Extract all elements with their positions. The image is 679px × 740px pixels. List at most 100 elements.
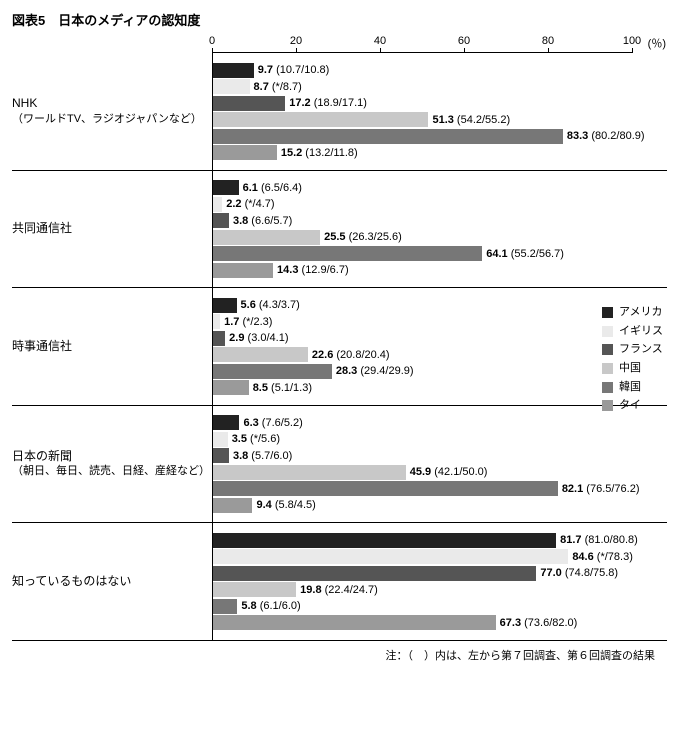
legend: アメリカイギリスフランス中国韓国タイ	[602, 303, 663, 415]
bar-value-label: 51.3 (54.2/55.2)	[432, 114, 510, 126]
bar	[213, 582, 296, 597]
bar-value-label: 77.0 (74.8/75.8)	[540, 567, 618, 579]
bar-row: 9.4 (5.8/4.5)	[213, 498, 632, 513]
chart-group: NHK（ワールドTV、ラジオジャパンなど）9.7 (10.7/10.8)8.7 …	[12, 53, 667, 171]
legend-swatch	[602, 400, 613, 411]
bar-row: 1.7 (*/2.3)	[213, 314, 632, 329]
bar	[213, 615, 496, 630]
chart-container: (％) 020406080100 NHK（ワールドTV、ラジオジャパンなど）9.…	[12, 35, 667, 641]
group-label: 時事通信社	[12, 288, 212, 405]
bar-row: 6.3 (7.6/5.2)	[213, 415, 632, 430]
legend-swatch	[602, 344, 613, 355]
bar	[213, 213, 229, 228]
bar-value-label: 64.1 (55.2/56.7)	[486, 248, 564, 260]
bar-row: 2.9 (3.0/4.1)	[213, 331, 632, 346]
bar-row: 3.5 (*/5.6)	[213, 432, 632, 447]
bar-value-label: 3.8 (6.6/5.7)	[233, 215, 292, 227]
bar-value-label: 84.6 (*/78.3)	[572, 551, 633, 563]
chart-groups: NHK（ワールドTV、ラジオジャパンなど）9.7 (10.7/10.8)8.7 …	[12, 53, 667, 641]
bar-area: 6.3 (7.6/5.2) 3.5 (*/5.6) 3.8 (5.7/6.0) 45.…	[212, 406, 632, 523]
chart-group: 日本の新聞（朝日、毎日、読売、日経、産経など）6.3 (7.6/5.2)3.5 …	[12, 406, 667, 524]
bar-row: 17.2 (18.9/17.1)	[213, 96, 632, 111]
bar-value-label: 15.2 (13.2/11.8)	[281, 147, 358, 159]
bar	[213, 63, 254, 78]
bar-area: 5.6 (4.3/3.7)1.7 (*/2.3) 2.9 (3.0/4.1) 22.…	[212, 288, 632, 405]
bar-row: 8.5 (5.1/1.3)	[213, 380, 632, 395]
bar-value-label: 82.1 (76.5/76.2)	[562, 483, 640, 495]
x-tick-label: 20	[290, 35, 302, 47]
bar	[213, 364, 332, 379]
legend-label: フランス	[619, 340, 663, 359]
bar	[213, 549, 568, 564]
bar-row: 22.6 (20.8/20.4)	[213, 347, 632, 362]
bar	[213, 347, 308, 362]
bar-row: 8.7 (*/8.7)	[213, 79, 632, 94]
legend-item: 中国	[602, 359, 663, 378]
legend-item: アメリカ	[602, 303, 663, 322]
bar-value-label: 6.1 (6.5/6.4)	[243, 182, 302, 194]
x-tick-label: 80	[542, 35, 554, 47]
x-axis-unit: (％)	[648, 35, 666, 51]
bar-value-label: 6.3 (7.6/5.2)	[243, 417, 302, 429]
legend-swatch	[602, 307, 613, 318]
bar-value-label: 25.5 (26.3/25.6)	[324, 231, 402, 243]
bar	[213, 599, 237, 614]
bar-value-label: 28.3 (29.4/29.9)	[336, 365, 414, 377]
bar-row: 67.3 (73.6/82.0)	[213, 615, 632, 630]
legend-label: イギリス	[619, 322, 663, 341]
bar-value-label: 17.2 (18.9/17.1)	[289, 97, 367, 109]
x-axis: (％) 020406080100	[212, 35, 632, 53]
bar-area: 81.7 (81.0/80.8) 84.6 (*/78.3) 77.0 (74.8/…	[212, 523, 632, 640]
chart-title: 図表5 日本のメディアの認知度	[12, 10, 667, 29]
legend-item: フランス	[602, 340, 663, 359]
bar	[213, 498, 252, 513]
bar	[213, 533, 556, 548]
legend-label: アメリカ	[619, 303, 662, 322]
bar	[213, 415, 239, 430]
bar-area: 9.7 (10.7/10.8)8.7 (*/8.7)17.2 (18.9/17.…	[212, 53, 632, 170]
bar-row: 28.3 (29.4/29.9)	[213, 364, 632, 379]
bar	[213, 314, 220, 329]
bar-value-label: 19.8 (22.4/24.7)	[300, 584, 378, 596]
chart-group: 時事通信社5.6 (4.3/3.7)1.7 (*/2.3) 2.9 (3.0/4.…	[12, 288, 667, 406]
bar-value-label: 45.9 (42.1/50.0)	[410, 466, 488, 478]
legend-swatch	[602, 363, 613, 374]
bar-value-label: 9.4 (5.8/4.5)	[256, 499, 315, 511]
legend-label: タイ	[619, 396, 641, 415]
legend-swatch	[602, 326, 613, 337]
x-tick-label: 40	[374, 35, 386, 47]
bar	[213, 197, 222, 212]
bar-value-label: 8.7 (*/8.7)	[254, 81, 302, 93]
bar-value-label: 2.2 (*/4.7)	[226, 198, 274, 210]
bar-value-label: 14.3 (12.9/6.7)	[277, 264, 349, 276]
bar-area: 6.1 (6.5/6.4) 2.2 (*/4.7) 3.8 (6.6/5.7) 25.…	[212, 171, 632, 288]
bar-row: 64.1 (55.2/56.7)	[213, 246, 632, 261]
bar-row: 45.9 (42.1/50.0)	[213, 465, 632, 480]
bar	[213, 230, 320, 245]
bar	[213, 112, 428, 127]
bar-value-label: 2.9 (3.0/4.1)	[229, 332, 288, 344]
x-tick-label: 60	[458, 35, 470, 47]
bar-row: 2.2 (*/4.7)	[213, 197, 632, 212]
bar-row: 5.6 (4.3/3.7)	[213, 298, 632, 313]
bar-row: 25.5 (26.3/25.6)	[213, 230, 632, 245]
bar-value-label: 67.3 (73.6/82.0)	[500, 617, 578, 629]
x-tick-label: 100	[623, 35, 641, 47]
bar-row: 81.7 (81.0/80.8)	[213, 533, 632, 548]
bar	[213, 298, 237, 313]
bar-value-label: 81.7 (81.0/80.8)	[560, 534, 638, 546]
bar	[213, 481, 558, 496]
chart-group: 共同通信社6.1 (6.5/6.4)2.2 (*/4.7)3.8 (6.6/5.…	[12, 171, 667, 289]
bar	[213, 145, 277, 160]
bar-row: 82.1 (76.5/76.2)	[213, 481, 632, 496]
bar	[213, 79, 250, 94]
bar	[213, 465, 406, 480]
legend-swatch	[602, 382, 613, 393]
bar-value-label: 22.6 (20.8/20.4)	[312, 349, 390, 361]
bar-value-label: 83.3 (80.2/80.9)	[567, 130, 645, 142]
group-label: 知っているものはない	[12, 523, 212, 640]
legend-label: 中国	[619, 359, 641, 378]
bar-value-label: 3.8 (5.7/6.0)	[233, 450, 292, 462]
legend-item: イギリス	[602, 322, 663, 341]
bar	[213, 448, 229, 463]
